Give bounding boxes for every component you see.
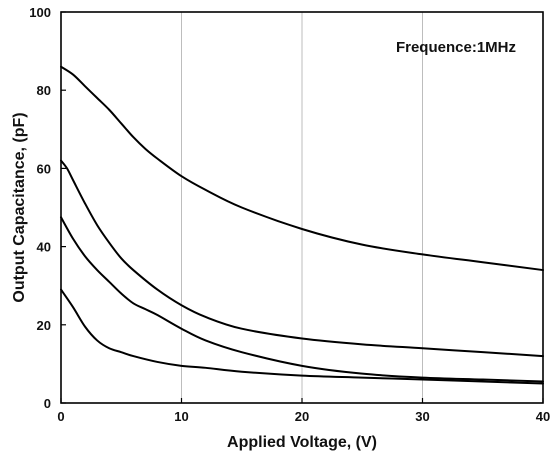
y-tick-label-1: 20: [37, 318, 51, 333]
series-line-2: [60, 159, 544, 358]
series-line-4: [60, 288, 544, 385]
frequency-annotation: Frequence:1MHz: [396, 39, 516, 56]
tick-layer: 0 10 20 30 40 0 20 40 60 80 100: [29, 5, 550, 424]
x-tick-label-1: 10: [174, 409, 188, 424]
y-tick-label-2: 40: [37, 240, 51, 255]
x-axis-title: Applied Voltage, (V): [227, 434, 377, 451]
x-tick-label-3: 30: [415, 409, 429, 424]
y-tick-label-5: 100: [29, 5, 51, 20]
y-tick-label-4: 80: [37, 83, 51, 98]
series-layer: [60, 65, 544, 385]
x-tick-label-2: 20: [295, 409, 309, 424]
series-line-1: [60, 65, 544, 272]
x-tick-label-0: 0: [57, 409, 64, 424]
y-tick-label-3: 60: [37, 161, 51, 176]
x-tick-label-4: 40: [536, 409, 550, 424]
y-tick-label-0: 0: [44, 396, 51, 411]
y-axis-title: Output Capacitance, (pF): [11, 112, 28, 302]
series-line-3: [60, 216, 544, 383]
